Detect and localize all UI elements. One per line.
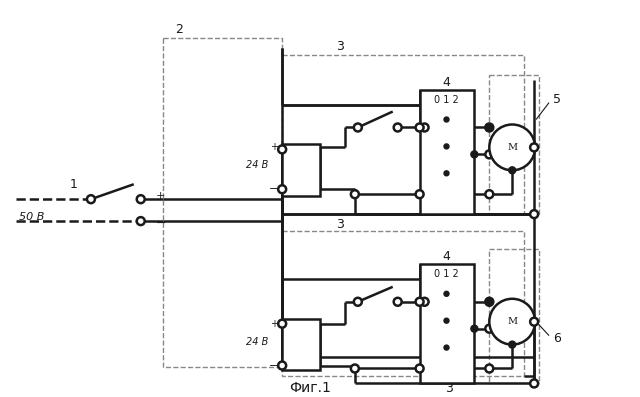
- Text: +: +: [270, 319, 278, 329]
- Circle shape: [278, 320, 286, 328]
- Text: 2: 2: [175, 23, 182, 37]
- Bar: [490, 75, 539, 214]
- Text: 1: 1: [70, 178, 78, 191]
- Circle shape: [471, 151, 478, 158]
- Text: 6: 6: [553, 332, 561, 345]
- Bar: [282, 319, 320, 370]
- Text: 0 1 2: 0 1 2: [434, 269, 459, 279]
- Circle shape: [490, 125, 535, 170]
- Circle shape: [137, 217, 145, 225]
- Circle shape: [415, 298, 424, 306]
- Circle shape: [87, 195, 95, 203]
- Text: 3: 3: [445, 382, 453, 395]
- Circle shape: [415, 364, 424, 372]
- Text: 4: 4: [442, 76, 451, 89]
- Circle shape: [530, 143, 538, 151]
- Circle shape: [354, 298, 362, 306]
- Circle shape: [278, 185, 286, 193]
- Bar: [282, 55, 524, 214]
- Circle shape: [509, 167, 516, 174]
- Circle shape: [485, 298, 493, 306]
- Circle shape: [415, 123, 424, 131]
- Text: +: +: [270, 143, 278, 152]
- Circle shape: [444, 345, 449, 350]
- Circle shape: [137, 195, 145, 203]
- Circle shape: [485, 325, 493, 333]
- Circle shape: [444, 117, 449, 122]
- Text: −: −: [269, 360, 278, 370]
- Circle shape: [354, 123, 362, 131]
- Text: 24 В: 24 В: [246, 337, 268, 347]
- Circle shape: [351, 364, 359, 372]
- Circle shape: [394, 298, 402, 306]
- Circle shape: [485, 150, 493, 158]
- Text: −: −: [156, 217, 166, 229]
- Circle shape: [444, 291, 449, 296]
- Bar: [420, 90, 474, 214]
- Text: −: −: [269, 184, 278, 194]
- Circle shape: [415, 190, 424, 198]
- Circle shape: [444, 318, 449, 323]
- Bar: [163, 38, 282, 366]
- Text: 4: 4: [442, 251, 451, 264]
- Bar: [282, 231, 524, 376]
- Text: Фиг.1: Фиг.1: [289, 382, 331, 395]
- Text: 3: 3: [336, 218, 344, 231]
- Text: M: M: [507, 143, 517, 152]
- Circle shape: [444, 144, 449, 149]
- Bar: [420, 264, 474, 384]
- Bar: [424, 108, 469, 210]
- Text: 5: 5: [553, 93, 561, 106]
- Circle shape: [278, 145, 286, 153]
- Text: 50 В: 50 В: [19, 212, 45, 222]
- Circle shape: [444, 171, 449, 176]
- Text: +: +: [156, 191, 165, 201]
- Circle shape: [530, 210, 538, 218]
- Circle shape: [490, 299, 535, 345]
- Circle shape: [351, 190, 359, 198]
- Text: 24 В: 24 В: [246, 160, 268, 170]
- Bar: [424, 282, 469, 380]
- Text: M: M: [507, 317, 517, 326]
- Circle shape: [278, 362, 286, 370]
- Bar: [490, 249, 539, 384]
- Circle shape: [530, 380, 538, 387]
- Circle shape: [486, 124, 493, 131]
- Circle shape: [509, 341, 516, 348]
- Circle shape: [486, 298, 493, 305]
- Circle shape: [485, 190, 493, 198]
- Circle shape: [420, 298, 429, 306]
- Bar: [282, 145, 320, 196]
- Circle shape: [485, 123, 493, 131]
- Text: 3: 3: [336, 40, 344, 53]
- Circle shape: [394, 123, 402, 131]
- Circle shape: [530, 318, 538, 326]
- Circle shape: [471, 325, 478, 332]
- Circle shape: [485, 364, 493, 372]
- Text: 0 1 2: 0 1 2: [434, 94, 459, 104]
- Circle shape: [420, 123, 429, 131]
